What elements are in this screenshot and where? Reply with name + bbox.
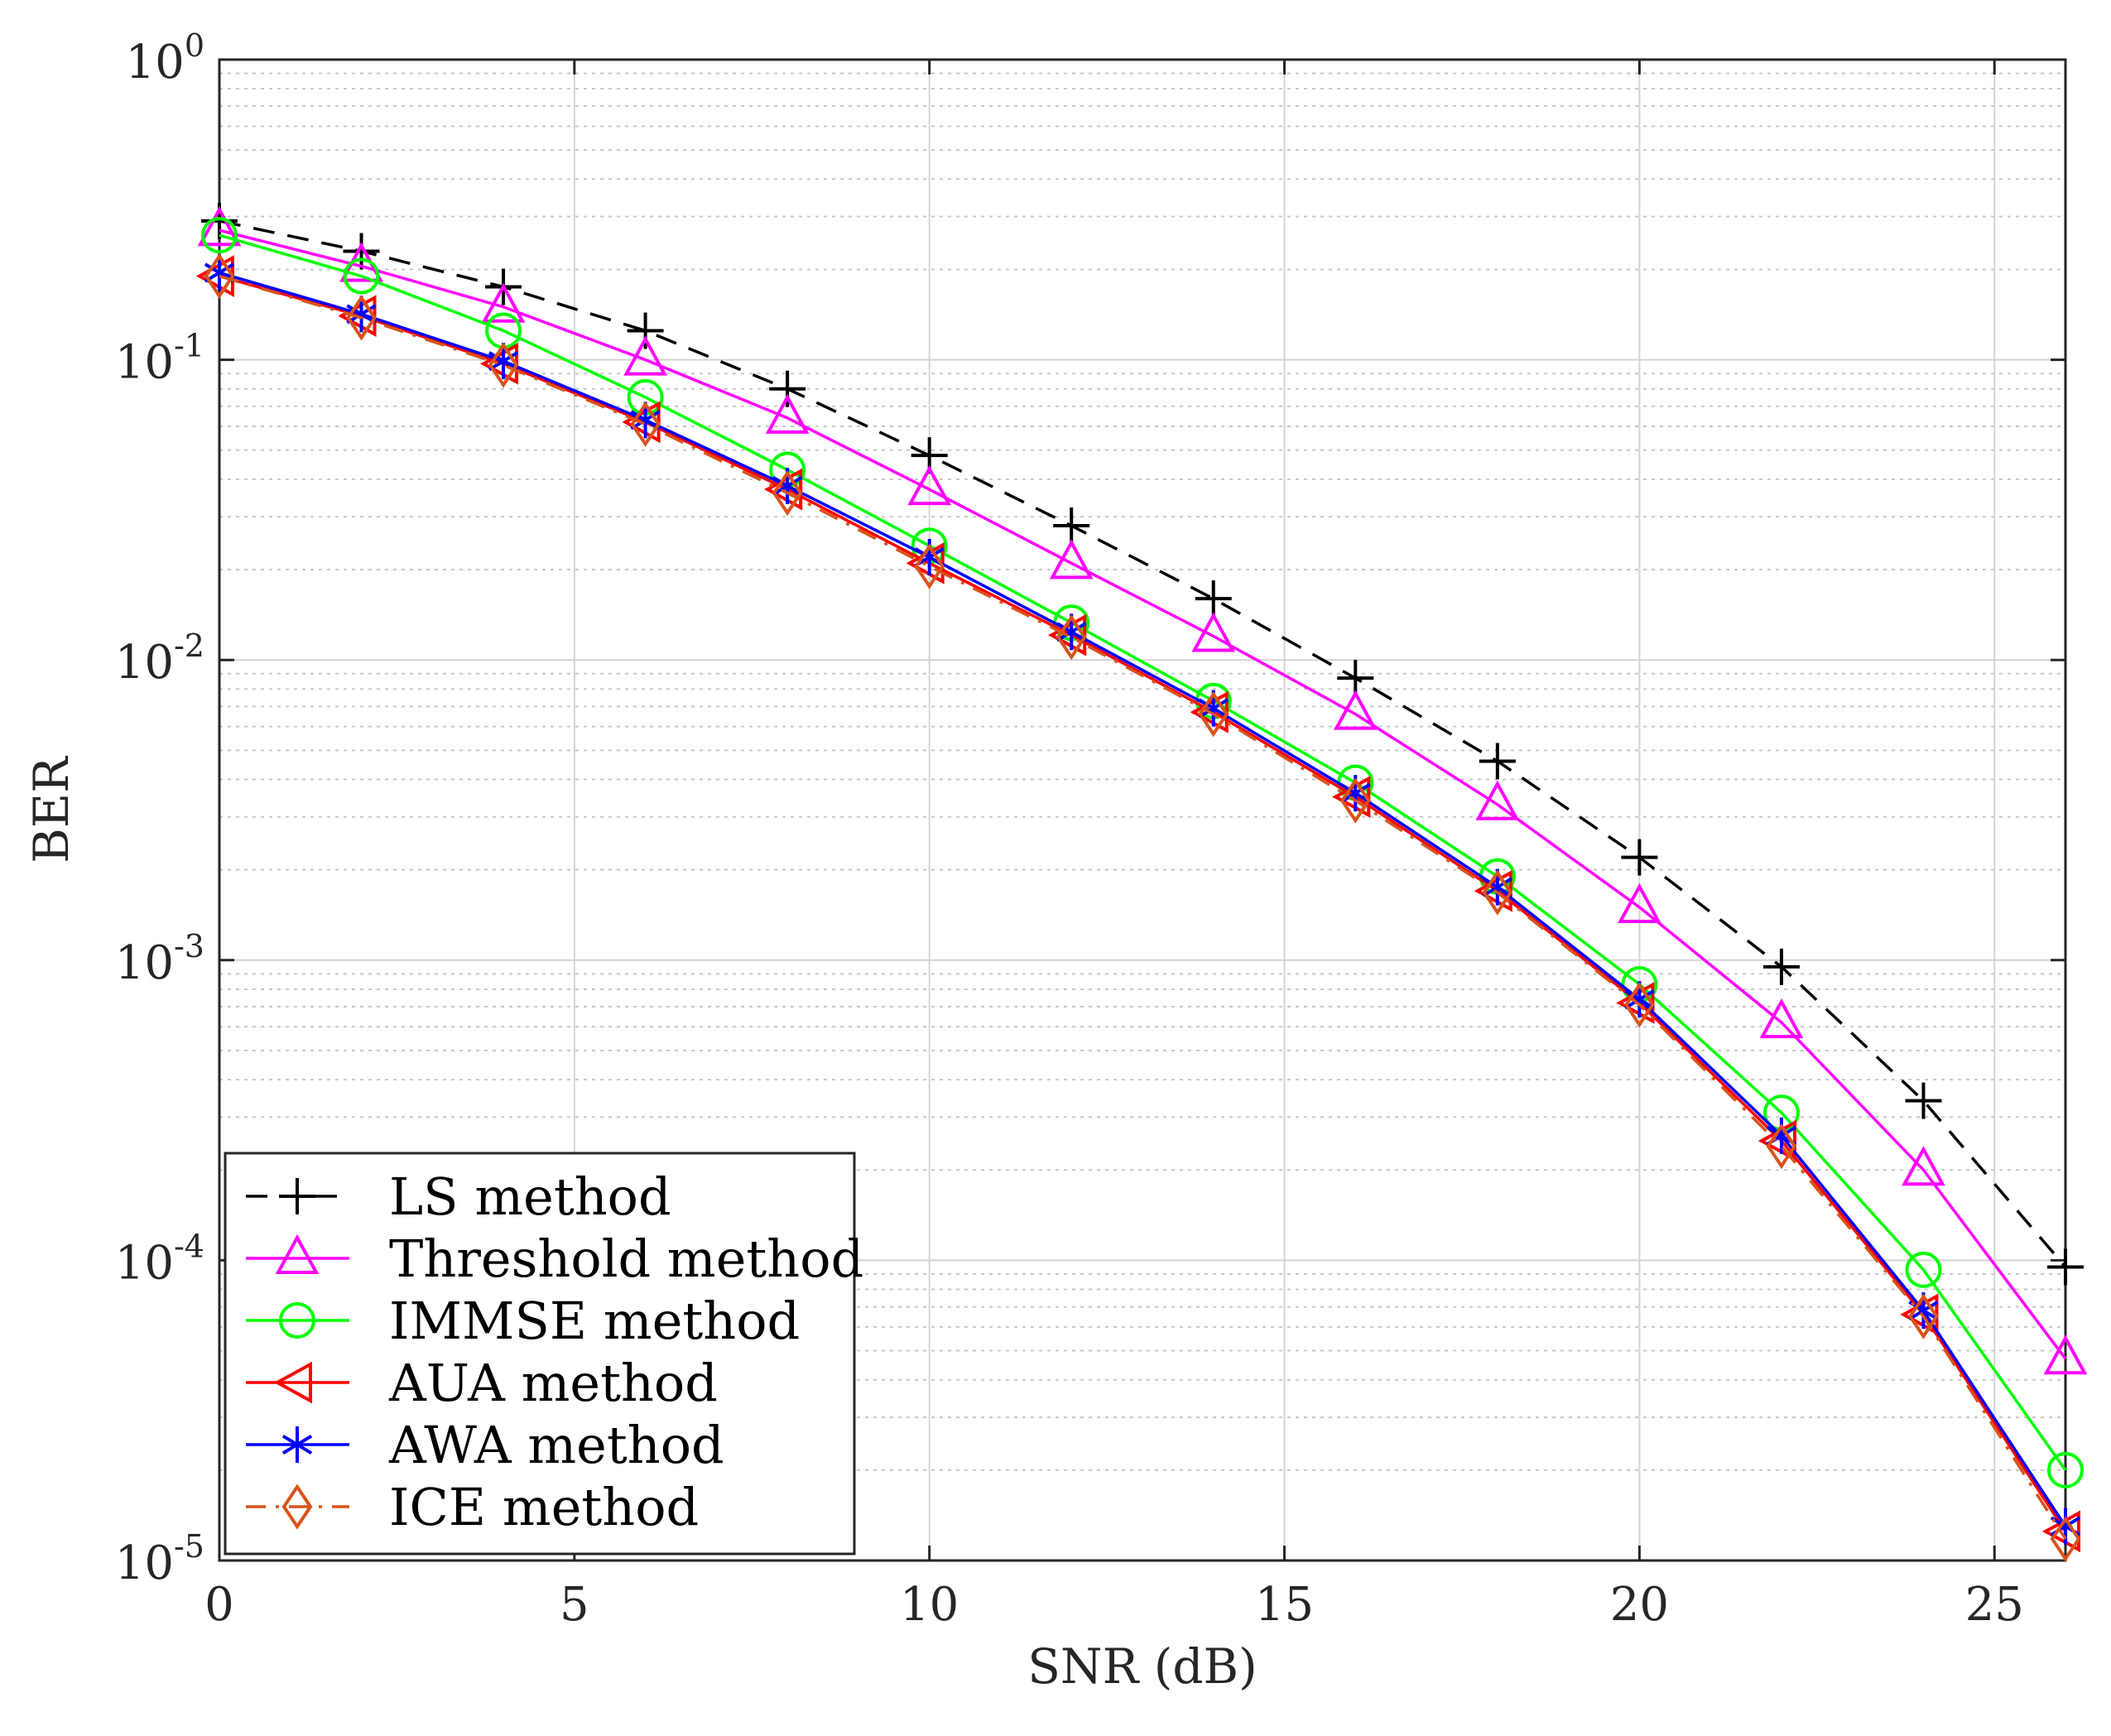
threshold-method-point [2043,1334,2088,1375]
threshold-method-point [1902,1146,1945,1186]
threshold-method-point [623,335,667,376]
ice-method-point [2050,1516,2081,1562]
awa-method-point [488,343,519,380]
ice-method-point [1339,777,1371,824]
y-tick-label: 10-1 [115,328,204,390]
legend-marker-threshold-method [275,1233,320,1274]
immse-method-point [201,217,238,254]
ice-method-point [1623,982,1655,1028]
threshold-method-point [1618,882,1661,923]
threshold-method-point [907,465,952,506]
threshold-method-point [1049,539,1094,579]
ice-method-point [772,469,803,517]
ice-method-point [630,401,661,448]
ls-method-point [343,233,380,270]
threshold-method-series [197,206,2088,1375]
legend-label-ls-method: LS method [389,1166,671,1227]
ice-method-point [1482,869,1513,916]
awa-method-line [219,271,2067,1527]
legend-marker-immse-method [279,1302,315,1339]
y-tick-label: 10-4 [115,1228,204,1290]
threshold-method-point [1759,998,1804,1039]
ls-method-point [1762,948,1800,985]
threshold-method-point [1333,690,1378,730]
ice-method-point [1198,691,1229,738]
legend-marker-awa-method [281,1426,313,1463]
ice-method-point [204,252,235,300]
y-tick-label: 10-3 [115,928,204,990]
ls-method-point [1053,507,1090,545]
ls-method-line [219,219,2067,1268]
ls-method-point [2047,1248,2084,1286]
ice-method-point [1056,614,1087,661]
ls-method-point [1195,580,1232,618]
ice-method-point [1908,1293,1939,1339]
immse-method-point [2047,1451,2084,1488]
series-group [195,202,2088,1562]
x-axis-label: SNR (dB) [1027,1638,1257,1695]
y-tick-label: 10-2 [115,628,204,690]
ice-method-point [914,543,945,589]
legend-label-aua-method: AUA method [388,1353,718,1413]
ice-method-line [219,274,2067,1540]
ice-method-point [1766,1123,1797,1170]
legend-label-awa-method: AWA method [388,1415,724,1475]
legend-box [224,1152,856,1556]
x-tick-label: 0 [204,1578,234,1632]
threshold-method-line [219,228,2067,1360]
x-tick-label: 5 [560,1578,589,1632]
ls-method-point [1621,839,1658,876]
immse-method-point [1905,1251,1942,1288]
legend-label-threshold-method: Threshold method [389,1229,863,1289]
ice-method-point [346,295,377,341]
ice-method-series [204,252,2081,1562]
legend-label-ice-method: ICE method [389,1477,699,1537]
threshold-method-point [1475,780,1520,820]
threshold-method-point [765,393,810,434]
immse-method-point [343,257,380,295]
threshold-method-point [481,282,526,323]
ice-method-point [488,342,519,388]
legend-marker-aua-method [273,1361,312,1404]
ls-method-point [1479,743,1516,780]
threshold-method-point [1191,612,1236,652]
awa-method-point [346,296,377,333]
legend-label-immse-method: IMMSE method [389,1291,800,1351]
ls-method-point [1905,1082,1942,1119]
legend-marker-ls-method [279,1178,315,1214]
legend-marker-ice-method [281,1484,313,1530]
y-tick-label: 100 [126,27,204,89]
awa-method-point [630,402,661,439]
x-tick-label: 10 [900,1578,959,1632]
x-tick-label: 25 [1965,1578,2024,1632]
ls-method-point [627,312,664,349]
plot-area-frame [218,58,2067,1562]
y-axis-label: BER [23,755,79,863]
threshold-method-point [197,206,242,247]
aua-method-line [219,274,2067,1532]
ls-method-point [769,370,806,407]
y-tick-label: 10-5 [115,1528,204,1590]
x-tick-label: 20 [1610,1578,1669,1632]
immse-method-line [219,233,2067,1471]
x-tick-label: 15 [1255,1578,1314,1632]
axis-ticks: 0 5 10 15 20 25 100 10-1 10-2 10-3 10-4 10-5 [115,27,2065,1632]
